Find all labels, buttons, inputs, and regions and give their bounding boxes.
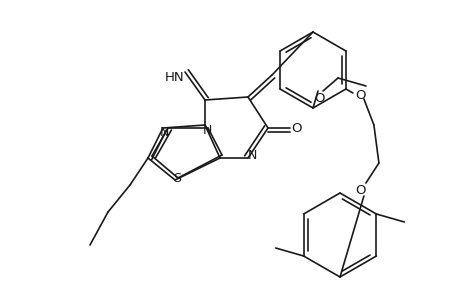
- Text: N: N: [159, 125, 168, 139]
- Text: N: N: [202, 124, 211, 136]
- Text: S: S: [173, 172, 180, 184]
- Text: N: N: [247, 148, 256, 161]
- Text: O: O: [355, 184, 365, 197]
- Text: O: O: [291, 122, 302, 134]
- Text: O: O: [355, 88, 365, 101]
- Text: O: O: [314, 92, 325, 104]
- Text: HN: HN: [165, 70, 185, 83]
